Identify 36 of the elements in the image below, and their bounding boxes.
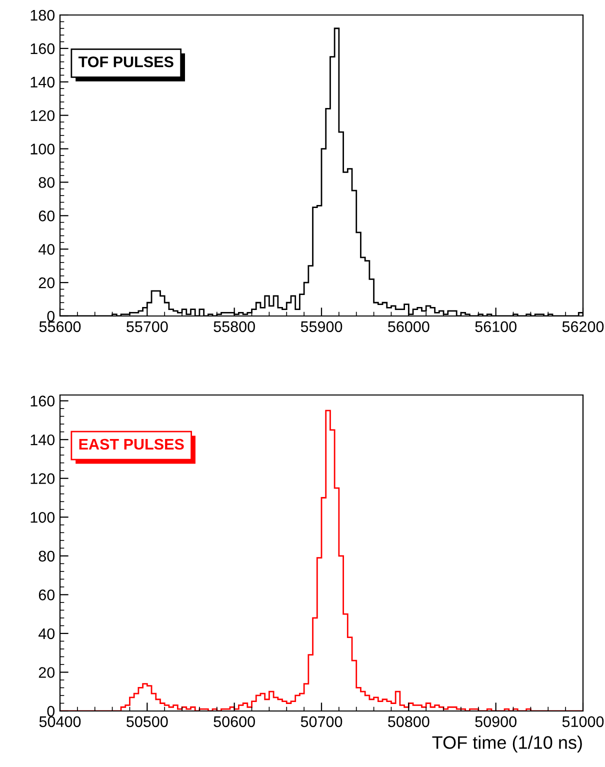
- x-tick-label: 50600: [214, 716, 255, 728]
- y-tick-label: 100: [30, 144, 55, 154]
- y-tick-label: 40: [38, 628, 55, 640]
- x-tick-label: 55900: [300, 321, 342, 332]
- y-tick-label: 20: [38, 277, 55, 288]
- x-tick-label: 50900: [475, 716, 516, 728]
- y-tick-label: 40: [38, 244, 55, 255]
- y-tick-label: 140: [30, 434, 55, 446]
- x-tick-label: 55700: [126, 321, 168, 332]
- y-tick-label: 180: [30, 10, 55, 21]
- y-tick-label: 160: [30, 396, 55, 406]
- y-tick-label: 60: [38, 210, 55, 222]
- y-tick-label: 120: [30, 110, 55, 122]
- y-tick-label: 0: [47, 706, 55, 717]
- y-tick-label: 100: [30, 512, 55, 523]
- x-tick-label: 50500: [126, 716, 168, 728]
- x-tick-label: 55800: [214, 321, 255, 332]
- y-tick-label: 80: [38, 177, 55, 188]
- x-tick-label: 56200: [562, 321, 604, 332]
- y-tick-label: 0: [47, 310, 55, 322]
- x-tick-label: 56100: [475, 321, 516, 332]
- x-tick-label: 50400: [39, 716, 81, 728]
- y-tick-label: 80: [38, 550, 55, 562]
- y-tick-label: 20: [38, 667, 55, 678]
- x-tick-label: 55600: [39, 321, 81, 332]
- annotation: EAST PULSES: [79, 438, 184, 450]
- x-tick-label: 50800: [388, 716, 430, 728]
- x-tick-label: 51000: [562, 716, 604, 728]
- y-tick-label: 120: [30, 473, 55, 484]
- y-tick-label: 160: [30, 43, 55, 54]
- y-tick-label: 140: [30, 76, 55, 88]
- x-tick-label: 50700: [300, 716, 342, 728]
- x-tick-label: 56000: [388, 321, 430, 332]
- annotation: TOF PULSES: [78, 56, 174, 68]
- y-tick-label: 60: [38, 590, 55, 600]
- x-axis-title: TOF time (1/10 ns): [432, 736, 582, 752]
